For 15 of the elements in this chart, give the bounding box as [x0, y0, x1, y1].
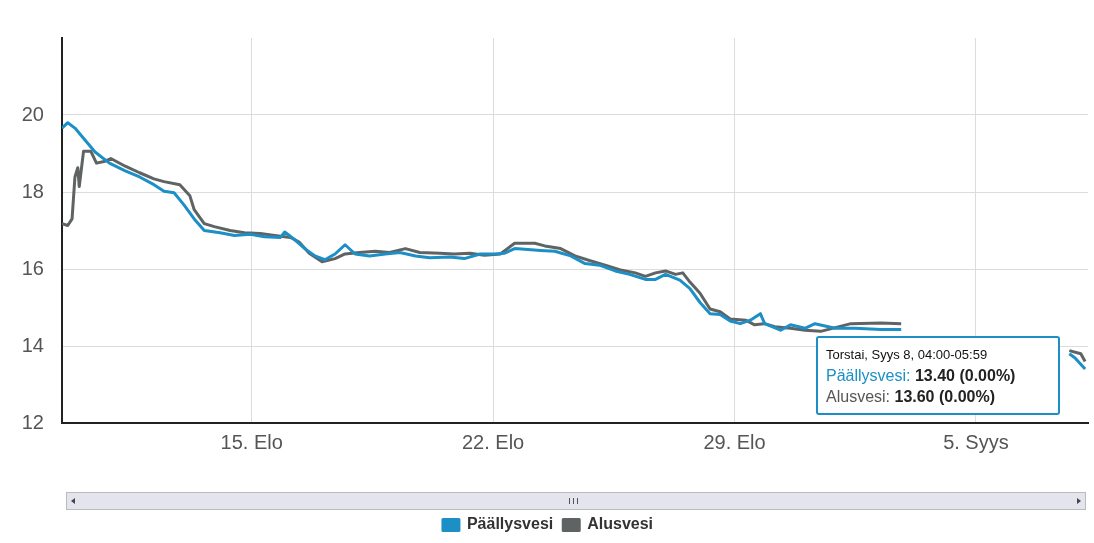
legend-label: Alusvesi — [587, 515, 654, 533]
tooltip-box: Torstai, Syys 8, 04:00-05:59 Päällysvesi: 13.40 (0.00%) Alusvesi: 13.60 (0.00%) — [816, 336, 1060, 415]
y-tick-label: 16 — [21, 256, 44, 279]
legend-label: Päällysvesi — [466, 515, 554, 533]
y-tick-label: 12 — [21, 410, 44, 433]
annotation: Alusvesi: 13.60 (0.00%) — [826, 388, 995, 405]
annotation: Päällysvesi: 13.40 (0.00%) — [826, 367, 1016, 384]
y-tick-label: 18 — [21, 179, 44, 202]
y-tick-label: 14 — [21, 333, 44, 356]
x-tick-label: 22. Elo — [461, 430, 525, 453]
x-tick-label: 29. Elo — [703, 430, 766, 453]
y-tick-label: 20 — [21, 102, 44, 125]
x-tick-label: 5. Syys — [943, 430, 1009, 453]
x-tick-label: 15. Elo — [220, 430, 283, 453]
annotation: Torstai, Syys 8, 04:00-05:59 — [826, 346, 989, 364]
